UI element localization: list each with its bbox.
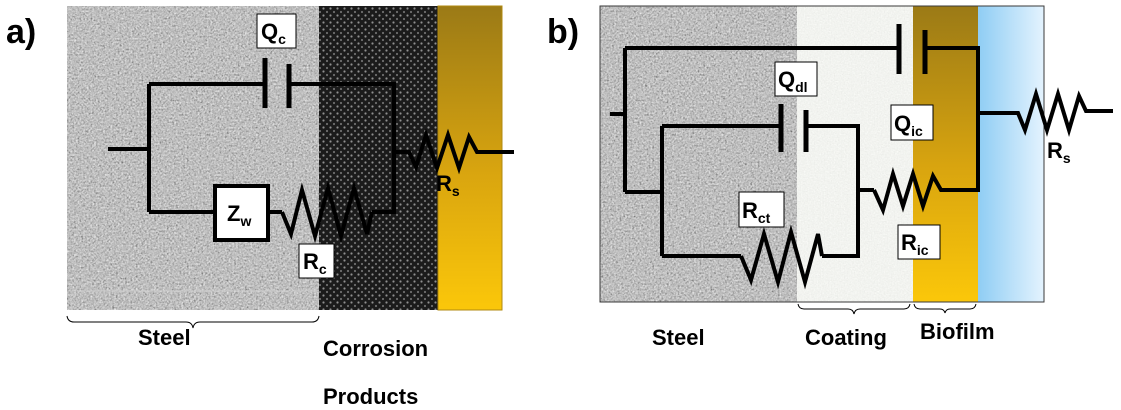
zw-label: Zw: [227, 201, 251, 229]
rs-label-a: Rs: [436, 171, 460, 199]
coating-brace: [797, 303, 911, 315]
steel-label-b: Steel: [652, 325, 705, 350]
panel-b-border: [599, 5, 1045, 303]
corrosion-label-line2: Products: [323, 384, 418, 409]
warburg-element-box: [213, 184, 270, 242]
rc-label-box: [298, 243, 335, 279]
biofilm-brace: [913, 303, 977, 314]
circuit-b-inner-wires: [625, 124, 874, 256]
coating-label: Coating: [805, 325, 887, 350]
qc-label-box: [256, 13, 297, 49]
panel-b-label: b): [547, 13, 579, 51]
circuit-b-rct-wires: [662, 190, 860, 258]
resistor-rs-zigzag: [394, 128, 514, 175]
rs-label-b: Rs: [1047, 138, 1071, 166]
panel-a: a) Zw Qc Rc Rs Steel Corrosio: [6, 5, 514, 409]
biofilm-label: Biofilm: [920, 319, 995, 344]
coating-texture: [797, 6, 913, 302]
resistor-rs-zigzag-b: [978, 87, 1113, 137]
resistor-ric-zigzag: [872, 113, 980, 216]
panel-a-label: a): [6, 13, 36, 51]
qc-label: Qc: [261, 19, 286, 47]
resistor-rct-zigzag: [739, 224, 824, 290]
solution-region: [438, 6, 502, 310]
steel-brace: [66, 315, 320, 329]
qic-label-box: [890, 104, 934, 141]
qic-label: Qic: [894, 111, 923, 139]
circuit-a-wires-main: [108, 82, 396, 214]
electrolyte-region: [978, 6, 1044, 302]
resistor-rc-zigzag: [280, 180, 374, 244]
circuit-b-outer-wires: [610, 46, 980, 192]
steel-texture-b: [600, 6, 797, 302]
steel-texture: [67, 6, 319, 310]
steel-label-a: Steel: [138, 325, 191, 350]
qdl-label: Qdl: [778, 67, 808, 95]
rct-label-box: [738, 191, 785, 228]
qdl-label-box: [774, 61, 818, 97]
corrosion-label-line1: Corrosion: [323, 336, 428, 361]
ric-label: Ric: [901, 230, 929, 258]
rc-label: Rc: [303, 249, 327, 277]
solution-border: [437, 5, 503, 311]
ric-label-box: [897, 224, 941, 260]
rct-label: Rct: [742, 198, 771, 226]
panel-b: b) Qdl Qic Rct: [547, 5, 1113, 350]
